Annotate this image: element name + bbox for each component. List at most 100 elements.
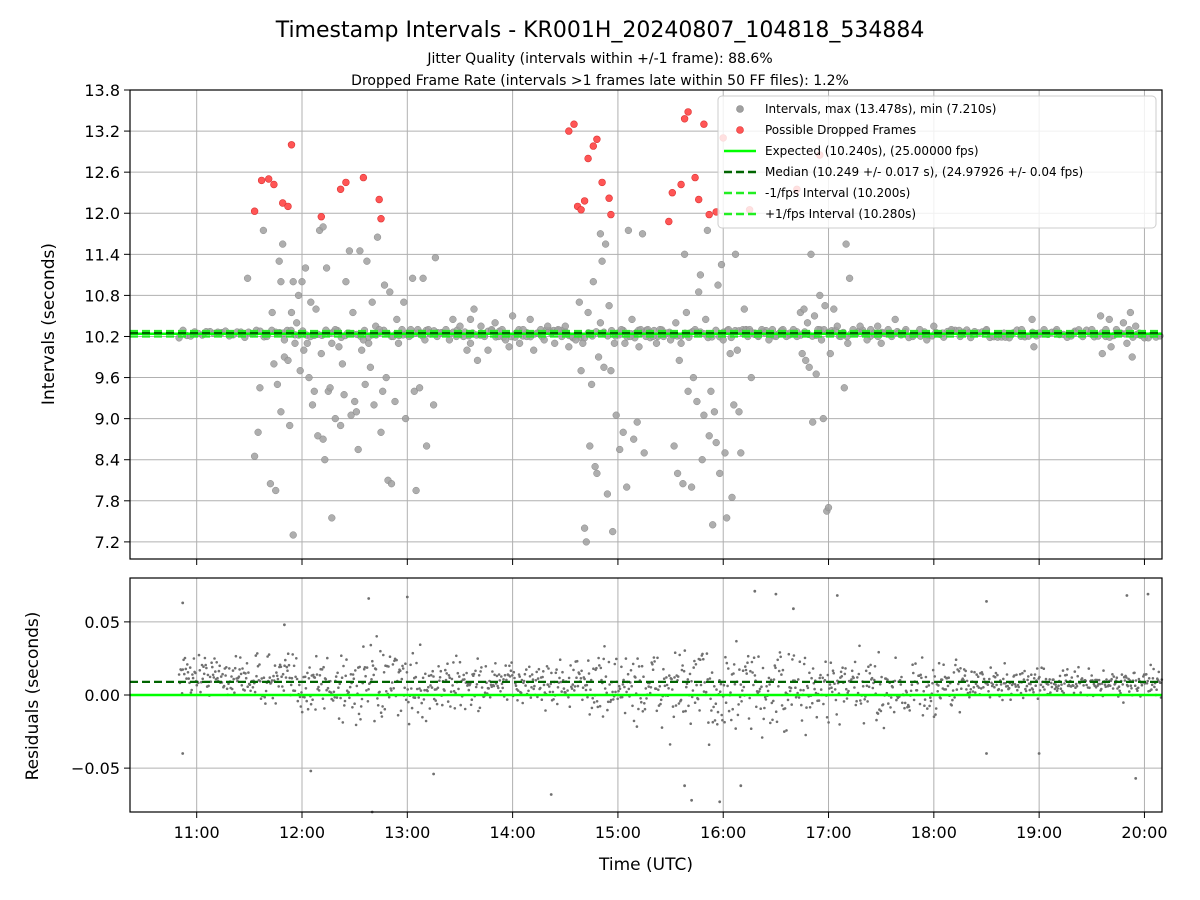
residual-point: [946, 684, 950, 688]
residual-point: [974, 691, 977, 694]
residual-point: [973, 670, 976, 674]
residual-point: [931, 681, 934, 685]
residual-point: [927, 684, 931, 687]
residual-point: [1120, 673, 1124, 676]
residual-point: [422, 698, 426, 701]
residual-point: [280, 675, 283, 678]
residual-point: [334, 675, 338, 678]
residual-point: [770, 701, 774, 705]
residual-point: [470, 698, 474, 701]
residual-point: [378, 690, 381, 694]
residual-point: [354, 723, 358, 727]
residual-outlier-point: [1037, 752, 1041, 755]
interval-point: [705, 432, 713, 440]
intervals-panel: 7.2 7.8 8.4 9.0 9.6 10.2 10.8 11.4 12.0 12.6 13.2 1…: [39, 81, 1164, 565]
residual-point: [639, 697, 642, 700]
residual-point: [463, 678, 466, 681]
interval-point: [317, 349, 325, 358]
dropped-frame-point: [565, 127, 573, 135]
figure-subtitle-jitter: Jitter Quality (intervals within +/-1 fr…: [426, 51, 772, 67]
interval-point: [463, 346, 471, 354]
intervals-y-tick-label: 10.8: [84, 286, 120, 305]
interval-point: [370, 401, 378, 409]
residual-point: [1080, 677, 1084, 680]
interval-point: [351, 397, 359, 406]
residual-point: [791, 658, 794, 661]
residual-point: [977, 686, 981, 689]
residual-point: [404, 698, 408, 702]
residual-point: [383, 707, 387, 711]
interval-point: [335, 343, 343, 351]
residual-point: [1127, 677, 1130, 681]
residual-point: [508, 664, 511, 668]
residual-point: [662, 677, 666, 680]
residual-point: [752, 683, 755, 687]
interval-point: [347, 411, 355, 419]
residual-point: [1111, 687, 1115, 690]
residual-point: [232, 677, 235, 681]
residual-point: [420, 701, 424, 705]
residual-point: [781, 668, 785, 672]
residual-point: [919, 673, 922, 677]
residual-point: [298, 683, 301, 687]
residual-point: [907, 705, 911, 708]
residual-point: [516, 699, 519, 702]
residual-point: [741, 669, 745, 672]
residual-point: [500, 675, 503, 678]
residual-point: [321, 697, 325, 700]
residual-point: [323, 707, 326, 710]
residual-point: [887, 702, 890, 705]
intervals-x-ticks: [196, 559, 1145, 565]
interval-point: [326, 384, 334, 392]
residual-point: [965, 679, 969, 683]
residual-point: [387, 695, 391, 699]
residual-point: [785, 729, 788, 732]
residual-point: [1060, 683, 1063, 686]
x-tick-label: 19:00: [1016, 823, 1062, 842]
residual-point: [854, 703, 858, 707]
dropped-frame-point: [691, 173, 699, 182]
residual-point: [718, 690, 722, 693]
residual-point: [318, 674, 322, 677]
residual-point: [517, 673, 521, 676]
residual-point: [1017, 685, 1020, 689]
residual-point: [867, 665, 870, 668]
residual-point: [893, 679, 897, 683]
residual-point: [1105, 678, 1108, 681]
residual-point: [1057, 684, 1060, 687]
residual-point: [264, 689, 268, 693]
residual-point: [284, 658, 287, 662]
residual-point: [396, 713, 400, 717]
residual-point: [1046, 683, 1050, 686]
residual-point: [926, 707, 929, 710]
residual-point: [662, 667, 665, 671]
residual-point: [534, 679, 538, 682]
residual-point: [514, 684, 518, 687]
residual-point: [185, 677, 188, 680]
residual-point: [211, 665, 214, 669]
interval-point: [596, 230, 605, 238]
residual-point: [483, 691, 487, 694]
residual-point: [587, 672, 591, 675]
residual-point: [676, 675, 680, 678]
residual-point: [387, 665, 390, 668]
interval-point: [287, 308, 296, 317]
residual-point: [227, 682, 230, 685]
interval-point: [1126, 308, 1135, 317]
residual-point: [455, 654, 458, 658]
interval-point: [505, 343, 513, 351]
residual-point: [1116, 687, 1119, 690]
residual-point: [519, 691, 523, 695]
residual-point: [732, 663, 736, 666]
interval-point: [800, 305, 808, 313]
residual-point: [271, 696, 275, 700]
residual-point: [668, 743, 672, 746]
dropped-frame-point: [265, 175, 273, 183]
residual-point: [753, 674, 757, 677]
interval-point: [298, 278, 306, 286]
residual-point: [446, 662, 449, 665]
residual-point: [344, 674, 348, 678]
residual-point: [382, 671, 386, 674]
residual-point: [348, 685, 352, 689]
residual-point: [567, 696, 570, 699]
